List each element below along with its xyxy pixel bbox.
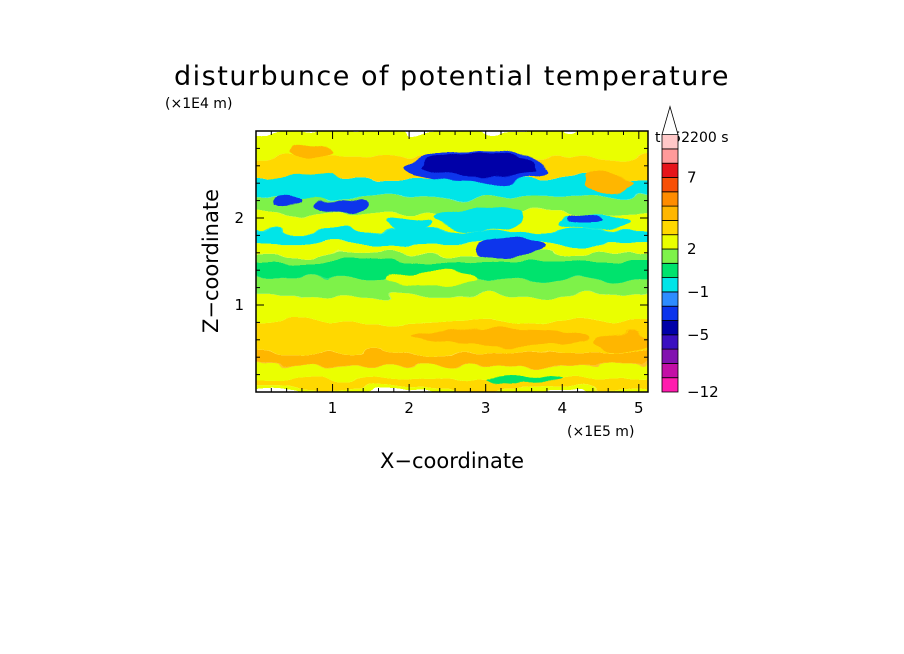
field-feature-2 [259,172,345,199]
x-axis-label: X−coordinate [380,449,524,473]
x-axis: 1 2 3 4 5 [270,131,644,417]
colorbar-swatch [661,205,679,221]
colorbar-swatch [661,219,679,236]
colorbar-swatch [661,348,679,364]
field-feature-6 [581,174,635,192]
field-feature-13 [596,331,648,352]
field-feature-12 [409,329,593,347]
field-feature-10 [569,213,601,223]
field-band-13 [256,178,648,197]
colorbar-swatch [661,162,679,178]
field-feature-1 [424,155,540,177]
field-feature-3 [313,197,368,213]
colorbar-label: 2 [687,240,697,258]
colorbar-swatch [661,262,679,278]
field-band-10 [256,231,648,245]
y-axis: 12 [234,147,648,376]
colorbar-swatch [661,148,679,164]
field-band-5 [256,296,648,323]
colorbar: −12−5−127 [661,105,719,401]
field-feature-14 [386,271,479,286]
field-feature-8 [474,240,544,257]
colorbar-swatch [661,377,679,393]
colorbar-label: 7 [687,169,697,187]
y-tick-label: 1 [234,296,244,314]
x-tick-label: 5 [634,399,644,417]
x-tick-label: 2 [404,399,414,417]
colorbar-swatch [661,291,679,307]
colorbar-swatch [661,134,679,150]
colorbar-label: −12 [687,383,719,401]
colorbar-swatch [661,177,679,193]
x-tick-label: 4 [557,399,567,417]
field-band-0 [256,387,648,392]
colorbar-swatch [661,305,679,321]
y-axis-label: Z−coordinate [199,189,223,333]
x-tick-label: 1 [328,399,338,417]
chart-title: disturbunce of potential temperature [174,61,730,92]
field-band-2 [256,365,648,379]
colorbar-label: −5 [687,326,709,344]
field-feature-4 [271,195,302,206]
field-band-8 [256,252,648,262]
colorbar-swatch [661,334,679,350]
field-feature-11 [386,219,433,234]
field-feature-15 [485,375,563,383]
field-band-6 [256,278,648,297]
temperature-field [256,131,648,392]
field-feature-7 [432,204,524,232]
colorbar-swatch [661,362,679,379]
field-band-3 [256,352,648,366]
colorbar-label: −1 [687,283,709,301]
field-band-7 [256,261,648,279]
x-unit-label: (×1E5 m) [567,424,634,440]
colorbar-swatch [661,248,679,264]
y-tick-label: 2 [234,209,244,227]
colorbar-swatch [661,277,679,293]
colorbar-extend-arrow [661,105,679,136]
x-tick-label: 3 [481,399,491,417]
colorbar-swatch [661,320,679,336]
colorbar-swatch [661,191,679,207]
plot-frame [255,130,649,393]
field-feature-5 [286,145,333,160]
field-band-9 [256,244,648,253]
colorbar-swatch [661,234,679,250]
y-unit-label: (×1E4 m) [165,96,232,112]
field-band-1 [256,378,648,388]
plot-area [256,131,648,392]
